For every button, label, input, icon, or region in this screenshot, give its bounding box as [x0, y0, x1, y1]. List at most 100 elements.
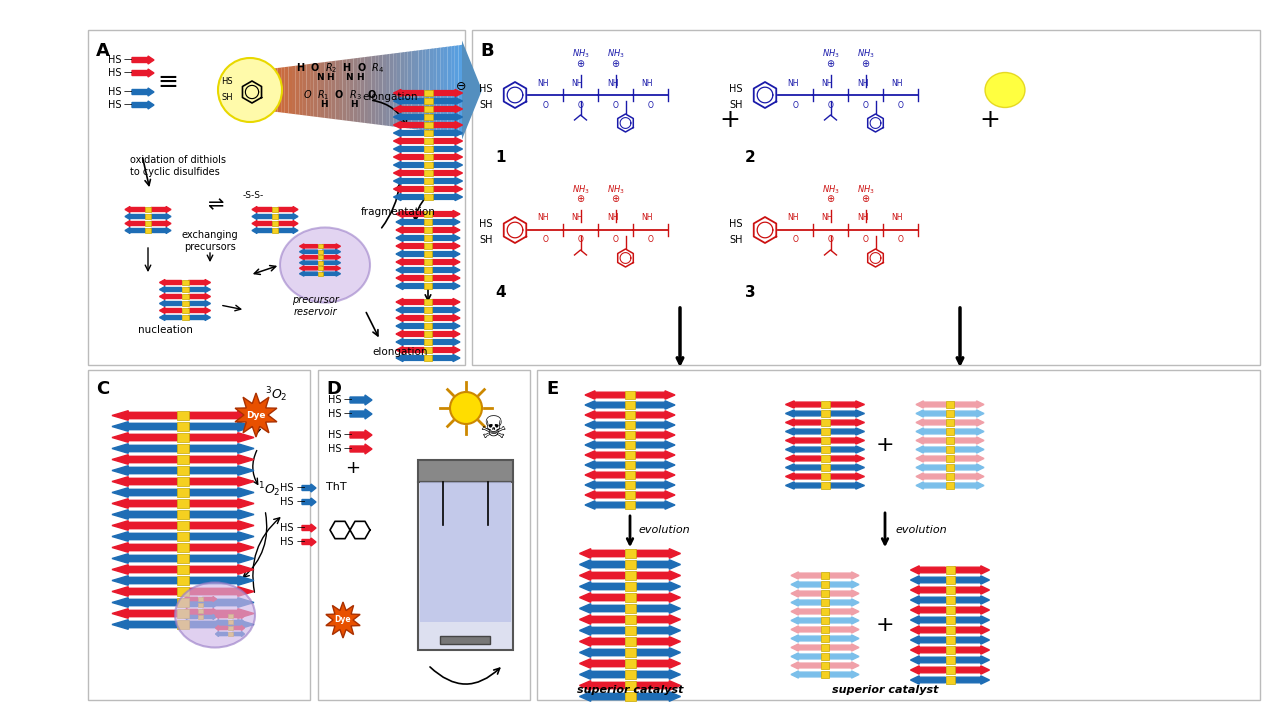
- Bar: [946, 636, 954, 644]
- Ellipse shape: [175, 582, 255, 648]
- Bar: [946, 576, 954, 584]
- Bar: [624, 560, 635, 569]
- FancyArrow shape: [189, 293, 211, 300]
- FancyArrow shape: [112, 466, 177, 475]
- Polygon shape: [302, 65, 306, 116]
- Text: $\oplus$: $\oplus$: [575, 193, 586, 204]
- Polygon shape: [318, 63, 322, 117]
- Text: $NH_3$: $NH_3$: [606, 48, 624, 60]
- Polygon shape: [393, 53, 397, 127]
- FancyArrow shape: [954, 446, 984, 453]
- FancyArrow shape: [396, 267, 424, 274]
- Text: HS: HS: [108, 55, 121, 65]
- FancyArrow shape: [393, 178, 424, 185]
- FancyArrow shape: [916, 428, 946, 435]
- FancyArrow shape: [189, 308, 211, 313]
- Bar: [198, 597, 203, 601]
- Polygon shape: [343, 60, 346, 121]
- FancyArrow shape: [393, 137, 424, 145]
- Bar: [946, 411, 954, 417]
- FancyArrow shape: [216, 631, 227, 636]
- FancyArrow shape: [433, 234, 461, 242]
- Polygon shape: [263, 70, 267, 111]
- Polygon shape: [371, 55, 375, 124]
- Polygon shape: [426, 49, 430, 131]
- Text: NH: NH: [537, 214, 549, 222]
- FancyArrow shape: [350, 409, 373, 419]
- FancyArrow shape: [323, 266, 341, 270]
- Bar: [820, 482, 829, 489]
- Text: —: —: [345, 444, 352, 454]
- FancyArrow shape: [396, 347, 424, 354]
- FancyArrow shape: [232, 626, 245, 631]
- FancyArrow shape: [916, 437, 946, 444]
- Bar: [88, 30, 464, 365]
- Bar: [624, 692, 635, 701]
- Polygon shape: [448, 46, 452, 134]
- Text: O: O: [828, 236, 833, 244]
- FancyArrow shape: [584, 411, 625, 419]
- FancyArrow shape: [635, 571, 680, 580]
- Text: NH: NH: [607, 214, 619, 222]
- Polygon shape: [397, 52, 401, 127]
- Text: D: D: [325, 380, 341, 398]
- FancyArrow shape: [579, 669, 624, 679]
- FancyArrow shape: [125, 206, 145, 213]
- Bar: [177, 422, 189, 431]
- FancyArrow shape: [911, 615, 946, 624]
- Bar: [946, 616, 954, 624]
- FancyArrow shape: [635, 637, 680, 646]
- FancyArrow shape: [433, 129, 462, 137]
- FancyArrow shape: [579, 659, 624, 668]
- Text: -S-S-: -S-S-: [242, 191, 264, 200]
- Polygon shape: [285, 67, 288, 114]
- Bar: [820, 672, 829, 678]
- FancyArrow shape: [112, 543, 177, 552]
- Bar: [820, 653, 829, 660]
- Bar: [946, 596, 954, 604]
- Text: O: O: [647, 101, 653, 109]
- FancyArrow shape: [916, 464, 946, 471]
- Text: —: —: [124, 55, 133, 65]
- Bar: [624, 648, 635, 657]
- Text: O: O: [578, 236, 583, 244]
- Text: NH: NH: [642, 214, 653, 222]
- FancyArrow shape: [112, 477, 177, 486]
- Text: $\oplus$: $\oplus$: [861, 193, 870, 204]
- FancyArrow shape: [433, 193, 462, 201]
- FancyArrow shape: [396, 226, 424, 234]
- FancyArrow shape: [916, 410, 946, 417]
- Bar: [820, 644, 829, 651]
- FancyArrow shape: [433, 258, 461, 265]
- FancyArrow shape: [112, 620, 177, 629]
- FancyArrow shape: [189, 433, 254, 442]
- Polygon shape: [281, 67, 285, 113]
- Text: Dye: Dye: [246, 411, 265, 419]
- FancyArrow shape: [189, 620, 254, 629]
- FancyArrow shape: [911, 636, 946, 644]
- Bar: [462, 561, 468, 565]
- FancyArrow shape: [189, 301, 211, 306]
- FancyArrow shape: [954, 586, 989, 594]
- Bar: [820, 455, 829, 462]
- Text: HS: HS: [279, 523, 293, 533]
- Bar: [624, 637, 635, 646]
- FancyArrow shape: [323, 255, 341, 260]
- FancyArrow shape: [396, 219, 424, 226]
- FancyArrow shape: [433, 322, 461, 329]
- FancyArrow shape: [829, 599, 859, 606]
- FancyArrow shape: [468, 566, 487, 571]
- Text: SH: SH: [480, 235, 493, 245]
- Bar: [946, 656, 954, 664]
- Bar: [820, 473, 829, 480]
- FancyArrow shape: [786, 464, 820, 471]
- Text: $NH_3$: $NH_3$: [856, 48, 874, 60]
- Bar: [946, 429, 954, 435]
- Polygon shape: [458, 45, 462, 135]
- FancyArrow shape: [441, 555, 462, 559]
- Text: nucleation: nucleation: [138, 325, 193, 335]
- Bar: [198, 609, 203, 613]
- FancyArrow shape: [433, 89, 462, 96]
- FancyArrow shape: [300, 244, 318, 249]
- Bar: [177, 499, 189, 508]
